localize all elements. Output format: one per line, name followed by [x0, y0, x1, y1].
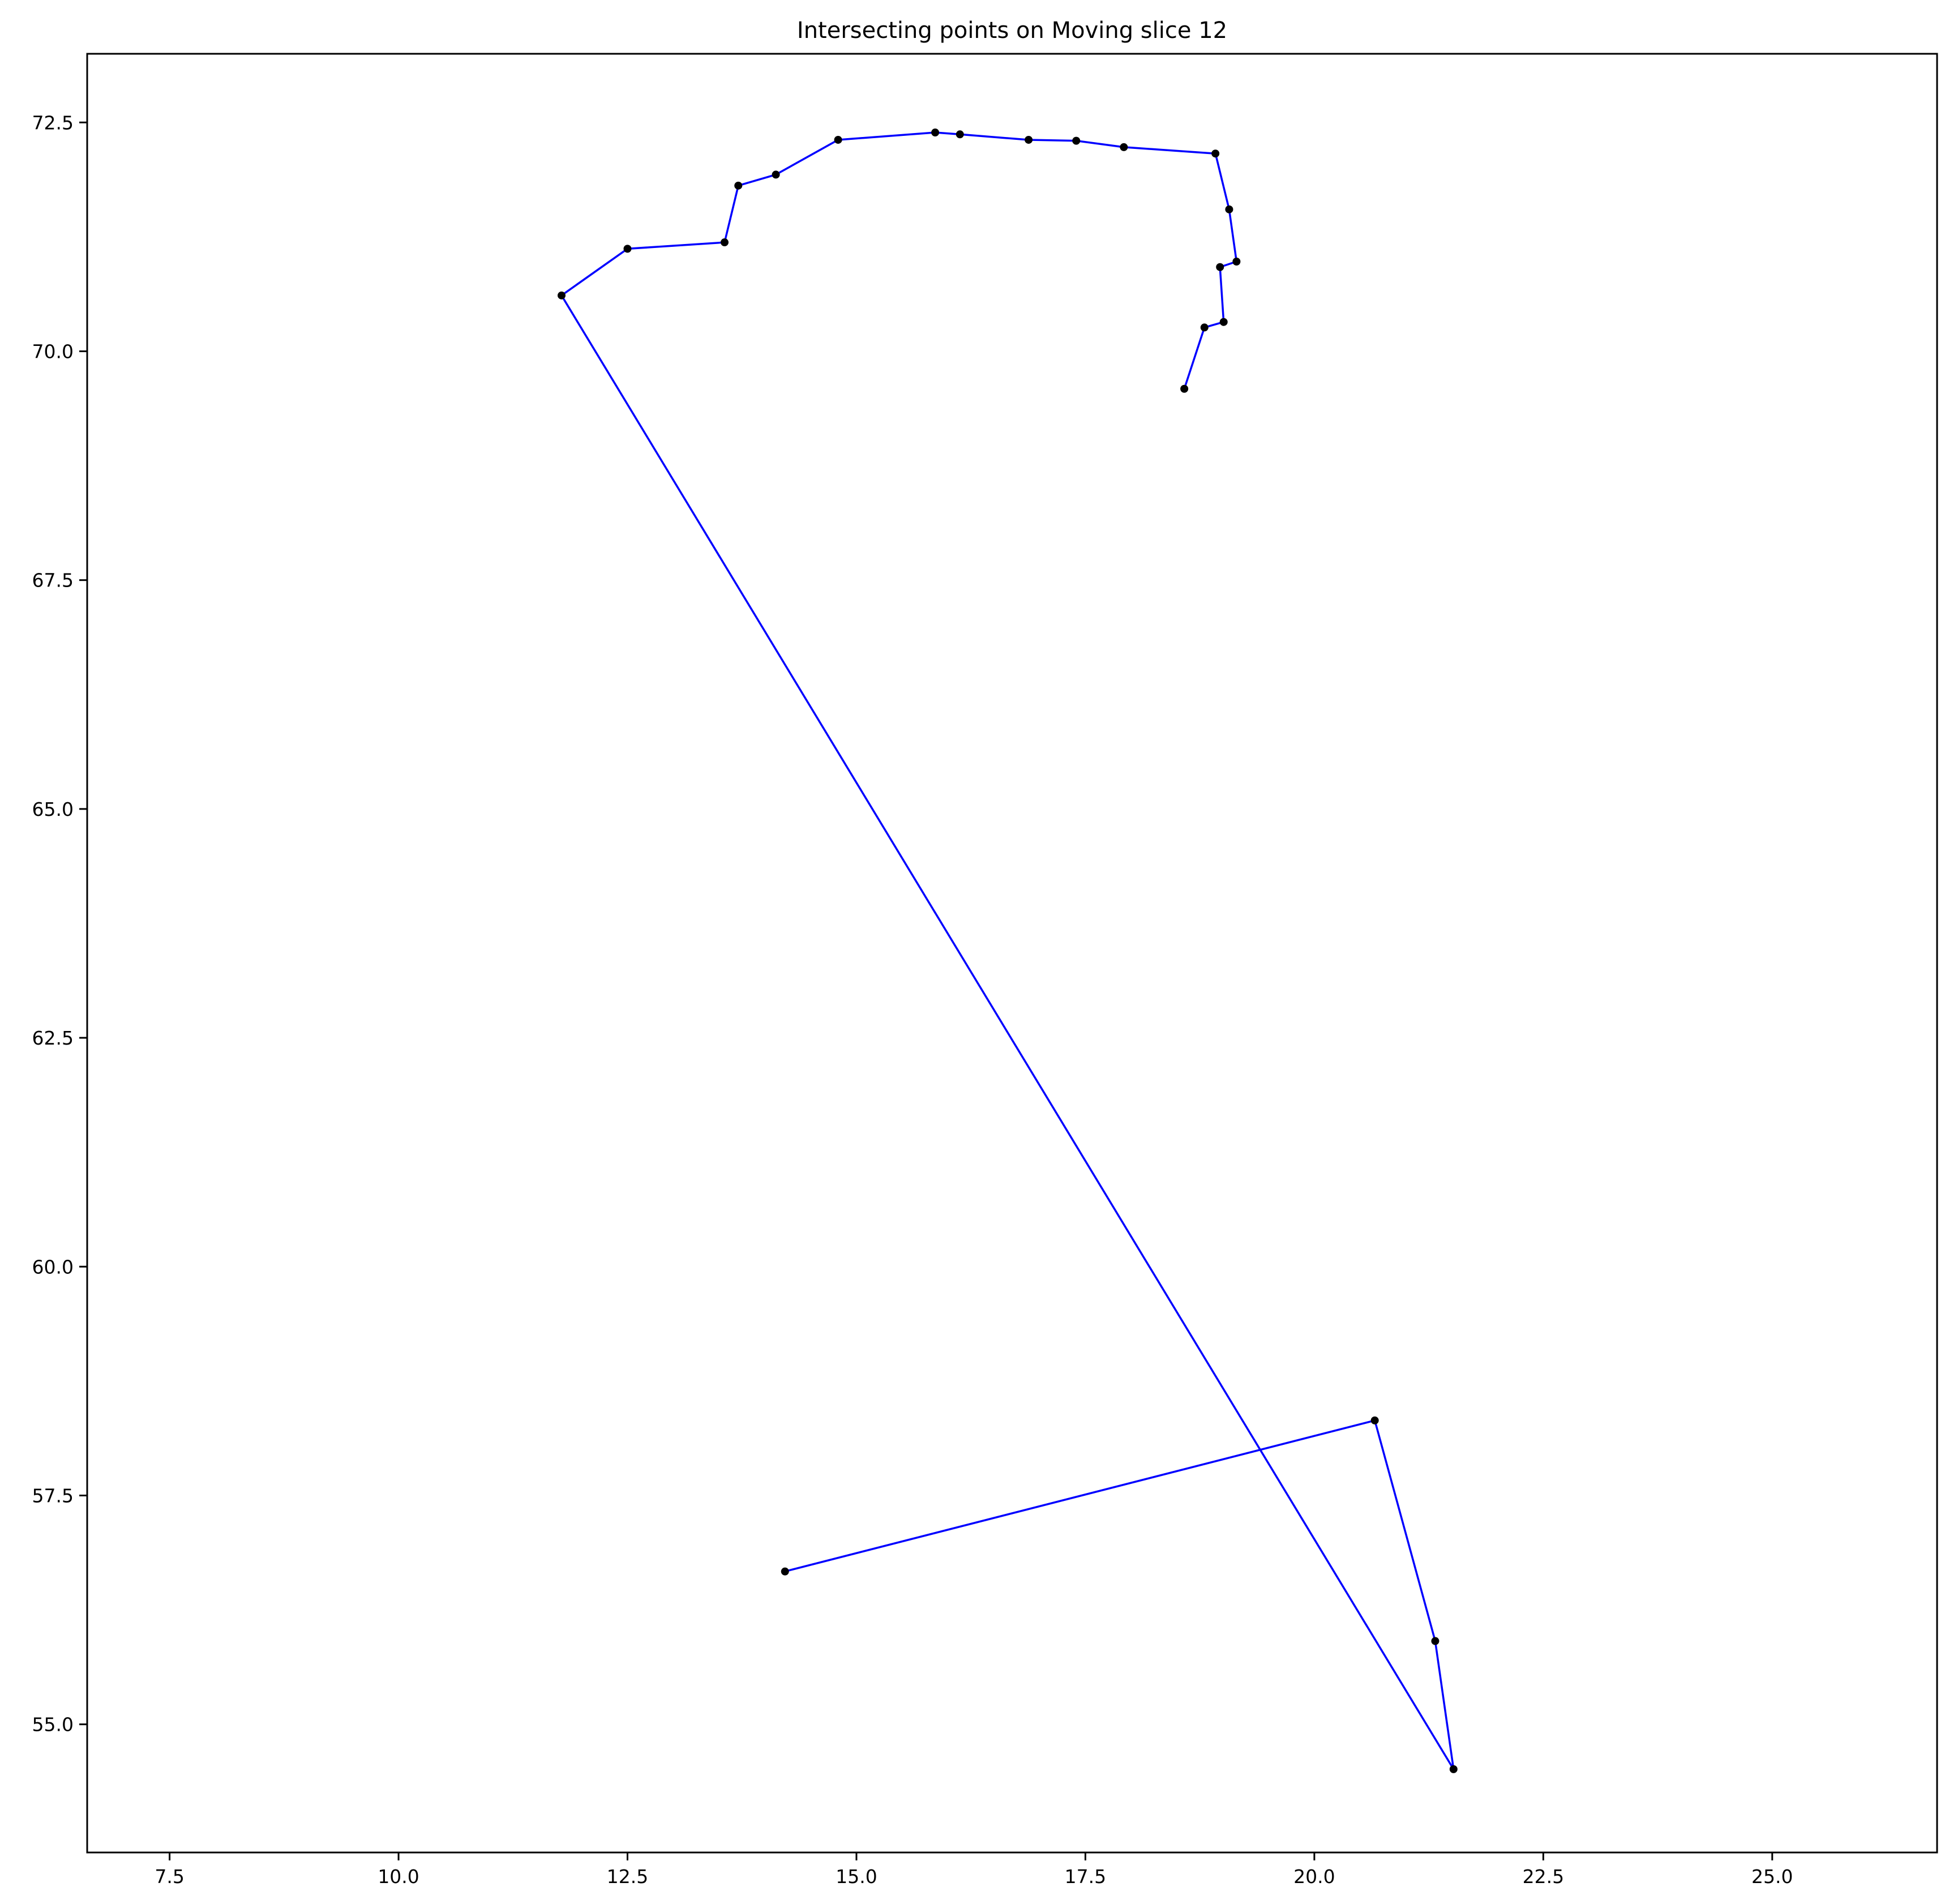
series-polyline — [560, 131, 1455, 1770]
series-markers — [558, 129, 1458, 1773]
data-point — [1216, 263, 1224, 271]
data-point — [1211, 149, 1220, 158]
data-point — [1219, 318, 1228, 326]
axis-ticks: 7.5 10.0 12.5 15.0 17.5 20.0 22.5 25.0 55.0 57.5 6… — [32, 112, 1793, 1888]
data-point — [1449, 1765, 1458, 1773]
data-point — [1200, 323, 1209, 332]
x-tick-label: 12.5 — [607, 1866, 648, 1888]
data-point — [1120, 143, 1128, 151]
y-tick-label: 60.0 — [32, 1256, 74, 1278]
x-tick-label: 15.0 — [836, 1866, 877, 1888]
x-tick-label: 22.5 — [1523, 1866, 1564, 1888]
y-tick-label: 57.5 — [32, 1484, 74, 1507]
data-point — [1072, 136, 1081, 145]
x-tick-label: 7.5 — [155, 1866, 184, 1888]
y-tick-label: 65.0 — [32, 798, 74, 820]
x-tick-label: 17.5 — [1065, 1866, 1106, 1888]
y-tick-label: 70.0 — [32, 340, 74, 362]
x-tick-label: 25.0 — [1751, 1866, 1793, 1888]
data-point — [1431, 1637, 1440, 1645]
data-point — [1232, 258, 1241, 266]
data-point — [781, 1567, 789, 1576]
series-line — [560, 131, 1455, 1770]
data-point — [558, 291, 566, 299]
data-point — [772, 170, 780, 179]
data-point — [834, 135, 842, 144]
y-tick-label: 67.5 — [32, 570, 74, 592]
data-point — [1025, 135, 1033, 144]
data-point — [1225, 205, 1233, 213]
data-point — [956, 130, 964, 139]
y-tick-label: 72.5 — [32, 112, 74, 134]
y-tick-label: 55.0 — [32, 1714, 74, 1736]
x-tick-label: 20.0 — [1293, 1866, 1335, 1888]
data-point — [1370, 1416, 1379, 1424]
data-point — [1180, 384, 1189, 393]
x-tick-label: 10.0 — [378, 1866, 419, 1888]
plot-frame — [86, 53, 1938, 1854]
data-point — [721, 238, 729, 247]
y-tick-label: 62.5 — [32, 1027, 74, 1049]
data-point — [734, 181, 743, 190]
chart-title: Intersecting points on Moving slice 12 — [797, 18, 1227, 44]
data-point — [623, 245, 632, 253]
data-point — [931, 129, 940, 137]
